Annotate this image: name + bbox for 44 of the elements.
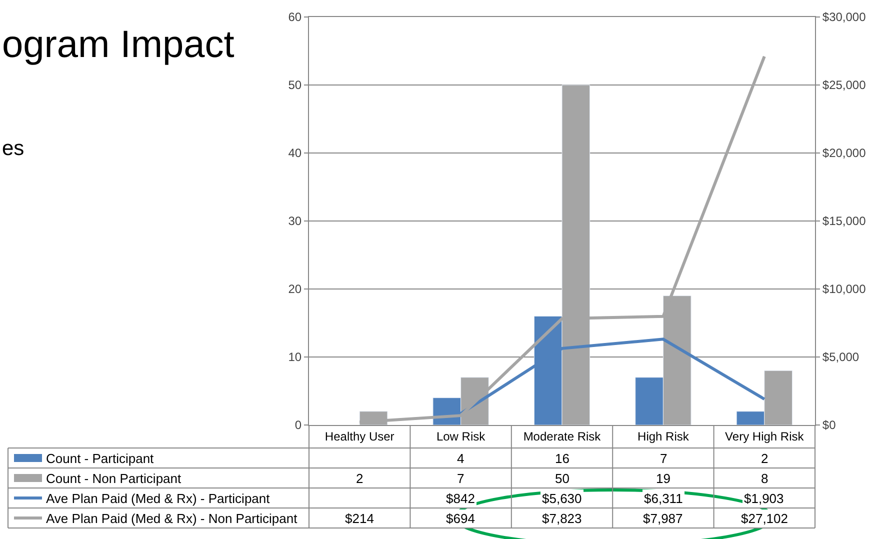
y2-tick-label: $10,000 <box>822 282 866 296</box>
x-tick-label: Very High Risk <box>725 429 805 444</box>
data-label: 7 <box>660 451 668 466</box>
data-label: $7,823 <box>542 511 582 526</box>
data-label: $1,903 <box>744 491 784 506</box>
y-tick-label: 0 <box>294 418 302 432</box>
x-tick-label: Healthy User <box>324 429 394 444</box>
legend-label: Ave Plan Paid (Med & Rx) - Non Participant <box>46 511 298 526</box>
data-label: $6,311 <box>644 491 683 506</box>
data-label: 19 <box>656 471 670 486</box>
x-tick-label: High Risk <box>638 429 690 444</box>
y2-tick-label: $20,000 <box>822 146 866 160</box>
data-label: 4 <box>457 451 464 466</box>
y2-tick-label: $0 <box>822 418 836 432</box>
data-label: $694 <box>446 511 475 526</box>
data-label: $7,987 <box>643 511 683 526</box>
data-label: 2 <box>761 451 768 466</box>
data-label: $214 <box>345 511 374 526</box>
text: es <box>2 137 24 160</box>
data-label: $27,102 <box>741 511 788 526</box>
data-label: 50 <box>555 471 570 486</box>
y-tick-label: 20 <box>288 282 302 296</box>
y2-tick-label: $25,000 <box>822 78 866 92</box>
data-label: 2 <box>356 471 364 486</box>
chart-title: ogram Impact <box>2 24 235 66</box>
y-tick-label: 30 <box>288 214 302 228</box>
y2-tick-label: $5,000 <box>822 350 860 364</box>
x-tick-label: Low Risk <box>436 429 486 444</box>
y2-tick-label: $30,000 <box>822 10 866 24</box>
y-tick-label: 10 <box>288 350 302 364</box>
data-label: 7 <box>457 471 464 486</box>
data-label: 16 <box>555 451 570 466</box>
y-tick-label: 60 <box>288 10 302 24</box>
legend-label: Count - Participant <box>46 451 154 466</box>
data-label: 8 <box>761 471 768 486</box>
y2-tick-label: $15,000 <box>822 214 866 228</box>
legend-label: Count - Non Participant <box>46 471 182 486</box>
data-label: $5,630 <box>542 491 582 506</box>
y-tick-label: 40 <box>288 146 302 160</box>
y-tick-label: 50 <box>288 78 302 92</box>
x-tick-label: Moderate Risk <box>523 429 602 444</box>
legend-label: Ave Plan Paid (Med & Rx) - Participant <box>46 491 270 506</box>
line-series <box>358 54 766 424</box>
data-label: $842 <box>446 491 475 506</box>
